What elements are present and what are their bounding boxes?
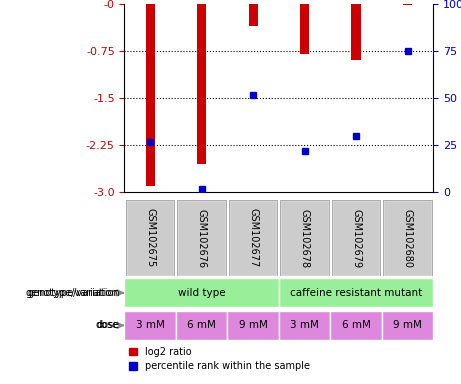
Bar (384, 200, 432, 276)
Bar (126, 200, 174, 276)
Bar (146, 4, 155, 186)
Bar (248, 4, 258, 26)
Text: GSM102676: GSM102676 (197, 209, 207, 268)
Bar (280, 200, 329, 276)
Bar (384, 200, 432, 276)
Bar (177, 200, 226, 276)
Bar (279, 311, 331, 340)
Bar (300, 4, 309, 54)
Bar (227, 311, 279, 340)
Bar (280, 200, 329, 276)
Bar (124, 278, 279, 308)
Text: 6 mM: 6 mM (342, 320, 371, 331)
Text: GSM102679: GSM102679 (351, 209, 361, 268)
Text: wild type: wild type (178, 288, 225, 298)
Text: genotype/variation: genotype/variation (26, 288, 118, 298)
Text: GSM102677: GSM102677 (248, 209, 258, 268)
Text: 6 mM: 6 mM (187, 320, 216, 331)
Bar (124, 311, 176, 340)
Bar (332, 200, 380, 276)
Bar (229, 200, 278, 276)
Bar (197, 4, 207, 164)
Text: 3 mM: 3 mM (290, 320, 319, 331)
Bar (279, 278, 433, 308)
Bar (331, 311, 382, 340)
Text: dose: dose (95, 320, 118, 331)
Text: GSM102680: GSM102680 (402, 209, 413, 268)
Text: GSM102678: GSM102678 (300, 209, 310, 268)
Text: dose: dose (97, 320, 120, 331)
Text: genotype/variation: genotype/variation (27, 288, 120, 298)
Text: 9 mM: 9 mM (239, 320, 267, 331)
Bar (351, 4, 361, 60)
Text: 9 mM: 9 mM (393, 320, 422, 331)
Legend: log2 ratio, percentile rank within the sample: log2 ratio, percentile rank within the s… (130, 347, 310, 371)
Bar (126, 200, 174, 276)
Bar (176, 311, 227, 340)
Title: GDS2336 / 5891: GDS2336 / 5891 (216, 0, 342, 1)
Bar (382, 311, 433, 340)
Bar (229, 200, 278, 276)
Bar (177, 200, 226, 276)
Bar (403, 4, 412, 5)
Text: GSM102675: GSM102675 (145, 209, 155, 268)
Text: 3 mM: 3 mM (136, 320, 165, 331)
Text: caffeine resistant mutant: caffeine resistant mutant (290, 288, 422, 298)
Bar (332, 200, 380, 276)
